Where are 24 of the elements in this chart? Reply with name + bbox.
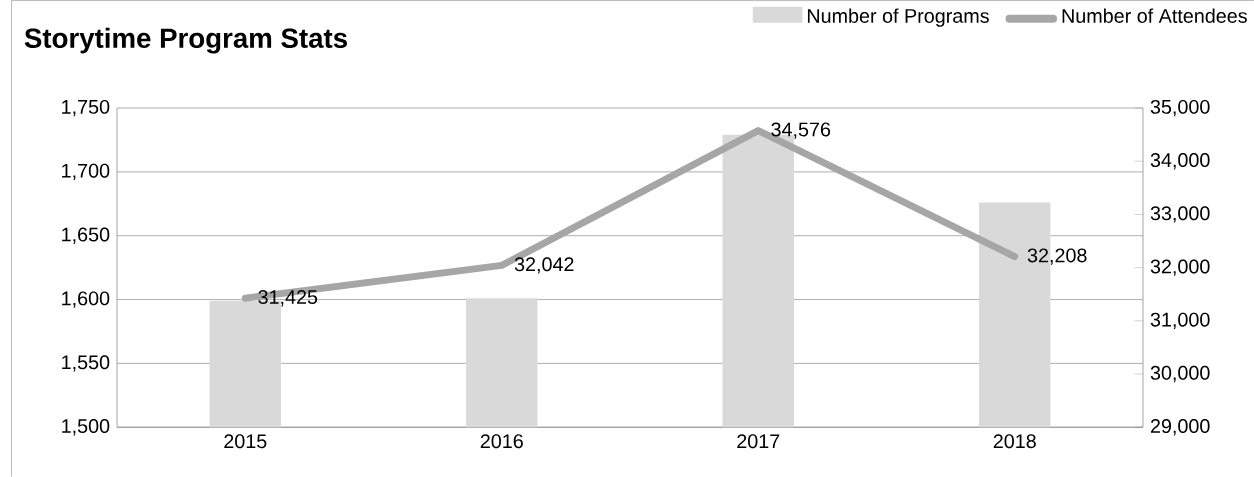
x-tick-label: 2018 [993,434,1036,449]
y-tick-label: 1,700 [62,163,110,181]
y-tick-label: 1,650 [62,227,110,244]
x-tick-label: 2017 [737,434,780,449]
y-tick-label: 1,750 [62,100,110,117]
y-tick-label: 1,600 [62,291,110,308]
y2-tick-label: 33,000 [1150,206,1210,223]
legend-label: Number of Programs [807,8,989,27]
data-label: 34,576 [771,122,831,139]
y2-tick-label: 32,000 [1150,259,1210,276]
data-label: 32,208 [1027,248,1087,265]
data-label: 32,042 [514,257,574,274]
y-tick-label: 1,550 [62,355,110,372]
data-label: 31,425 [258,290,318,307]
y2-tick-label: 35,000 [1150,100,1210,117]
x-tick-label: 2015 [224,434,267,449]
x-tick-label: 2016 [480,434,523,449]
y2-tick-label: 29,000 [1150,419,1210,436]
legend-label: Number of Attendees [1062,8,1247,24]
y2-tick-label: 30,000 [1150,365,1210,383]
y-tick-label: 1,500 [62,419,110,436]
y2-tick-label: 31,000 [1150,312,1210,330]
y2-tick-label: 34,000 [1150,153,1210,170]
chart-title: Storytime Program Stats [24,27,347,54]
